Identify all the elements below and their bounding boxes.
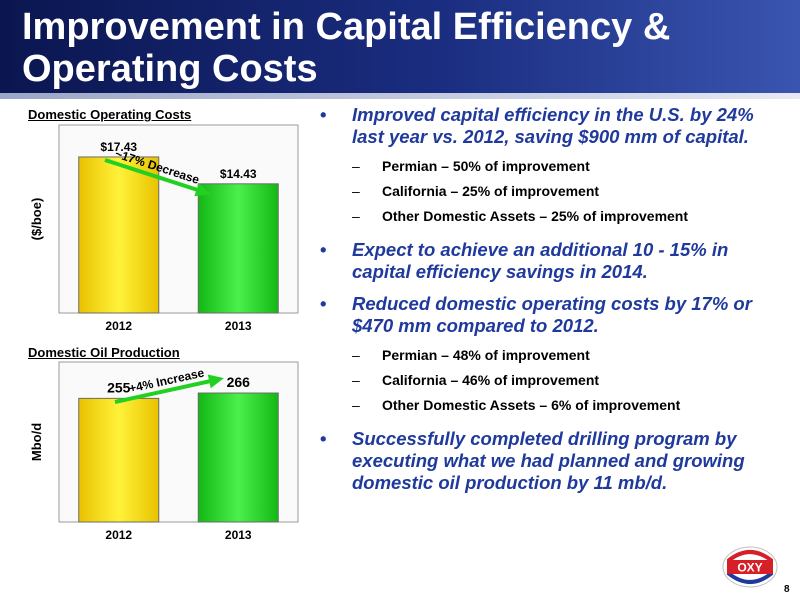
data-label-2012: 255 — [107, 379, 131, 395]
trend-arrow-head — [194, 182, 211, 197]
tick-label-2013: 2013 — [225, 528, 252, 542]
bullet-1: • Improved capital efficiency in the U.S.… — [318, 104, 788, 148]
sub-bullet: – Permian – 50% of improvement — [318, 158, 788, 175]
page-number: 8 — [784, 584, 790, 595]
bullet-text: Improved capital efficiency in the U.S. … — [352, 104, 754, 147]
bar-2012 — [78, 156, 160, 314]
bullet-text: Expect to achieve an additional 10 - 15%… — [352, 239, 729, 282]
trend-arrow-head — [207, 374, 224, 389]
sub-bullet-marker: – — [352, 347, 360, 363]
bullet-text: Reduced domestic operating costs by 17% … — [352, 293, 752, 336]
header-stripe — [0, 93, 800, 99]
bullet-marker: • — [320, 104, 327, 125]
bar-2013 — [197, 183, 279, 314]
logo-text: OXY — [737, 561, 762, 575]
oxy-logo: OXY — [722, 546, 778, 588]
bullet-text: Successfully completed drilling program … — [352, 428, 745, 493]
bullet-2: • Expect to achieve an additional 10 - 15… — [318, 239, 788, 283]
data-label-2013: $14.43 — [220, 167, 257, 181]
slide-title: Improvement in Capital Efficiency & Oper… — [22, 6, 671, 90]
chart-title-oil-production: Domestic Oil Production — [28, 345, 180, 360]
bullet-4: • Successfully completed drilling program… — [318, 428, 788, 494]
tick-label-2012: 2012 — [105, 528, 132, 542]
sub-bullet: – Other Domestic Assets – 6% of improveme… — [318, 397, 788, 414]
sub-bullet: – Permian – 48% of improvement — [318, 347, 788, 364]
header-banner: Improvement in Capital Efficiency & Oper… — [0, 0, 800, 99]
sub-bullet-text: Other Domestic Assets – 25% of improveme… — [382, 208, 689, 224]
bar-2012 — [78, 397, 160, 523]
sub-bullet-text: Other Domestic Assets – 6% of improvemen… — [382, 397, 681, 413]
sub-bullet-text: Permian – 48% of improvement — [382, 347, 590, 363]
y-axis-label: Mbo/d — [29, 423, 44, 461]
y-axis-label: ($/boe) — [29, 198, 44, 241]
sub-bullet-text: California – 46% of improvement — [382, 372, 600, 388]
trend-arrow-line — [104, 158, 208, 195]
bullet-marker: • — [320, 239, 327, 260]
tick-label-2013: 2013 — [225, 319, 252, 333]
sub-bullet-text: Permian – 50% of improvement — [382, 158, 590, 174]
sub-bullet: – California – 46% of improvement — [318, 372, 788, 389]
tick-label-2012: 2012 — [105, 319, 132, 333]
data-label-2013: 266 — [227, 374, 251, 390]
sub-bullet: – Other Domestic Assets – 25% of improvem… — [318, 208, 788, 225]
sub-bullet: – California – 25% of improvement — [318, 183, 788, 200]
data-label-2012: $17.43 — [100, 140, 137, 154]
sub-bullet-marker: – — [352, 208, 360, 224]
sub-bullet-marker: – — [352, 372, 360, 388]
sub-bullet-marker: – — [352, 183, 360, 199]
sub-bullet-marker: – — [352, 397, 360, 413]
bar-2013 — [197, 392, 279, 523]
bullet-list: • Improved capital efficiency in the U.S.… — [318, 104, 788, 504]
sub-bullet-marker: – — [352, 158, 360, 174]
chart-title-operating-costs: Domestic Operating Costs — [28, 107, 192, 122]
sub-bullet-text: California – 25% of improvement — [382, 183, 600, 199]
bullet-marker: • — [320, 293, 327, 314]
bullet-3: • Reduced domestic operating costs by 17%… — [318, 293, 788, 337]
trend-arrow-line — [114, 377, 221, 404]
bullet-marker: • — [320, 428, 327, 449]
